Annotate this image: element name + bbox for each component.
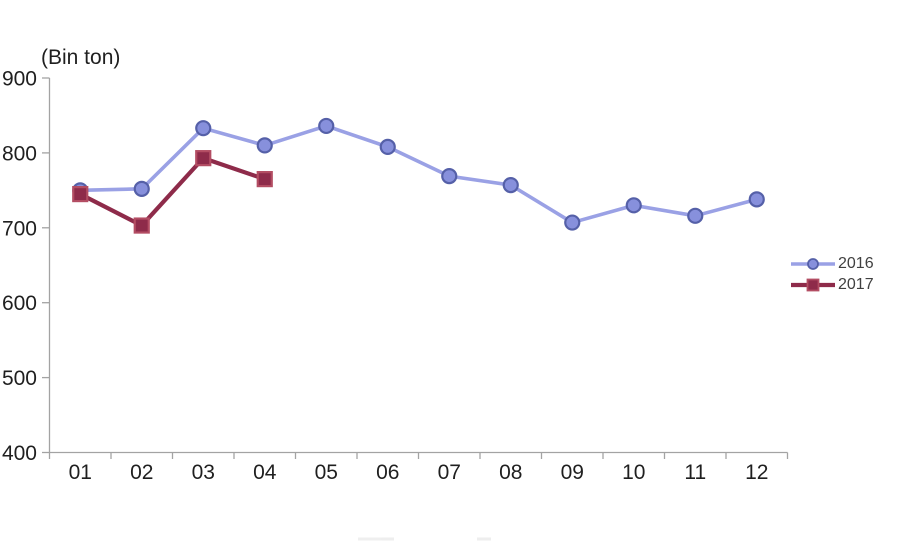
data-point-2017 [256, 171, 273, 188]
legend-label-2016: 2016 [838, 255, 874, 272]
y-tick-label: 800 [2, 142, 37, 165]
series-2016 [72, 117, 765, 231]
y-axis-unit-label: (Bin ton) [41, 46, 121, 69]
cut-off-caption-fragment [358, 537, 394, 541]
cut-off-caption-fragment [477, 537, 491, 541]
legend-entry-2017: 2017 [790, 276, 874, 294]
x-tick-label: 06 [376, 461, 399, 484]
legend-label-2017: 2017 [838, 276, 874, 293]
data-point-2016 [318, 117, 335, 135]
x-tick-label: 02 [130, 461, 153, 484]
cut-off-caption-artifact [358, 537, 491, 541]
y-tick-label: 700 [2, 217, 37, 240]
x-tick-label: 04 [253, 461, 277, 484]
y-tick-label: 500 [2, 367, 37, 390]
y-tick-label: 600 [2, 292, 37, 315]
x-tick-label: 10 [622, 461, 645, 484]
y-tick-label: 900 [2, 68, 37, 91]
data-point-2016 [195, 120, 212, 137]
legend-marker-2016 [807, 258, 819, 270]
chart-legend: 2016 2017 [790, 255, 874, 294]
x-tick-label: 07 [438, 461, 461, 484]
data-point-2016 [379, 138, 396, 156]
legend-marker-2016-circle-icon [791, 258, 835, 270]
data-point-2016 [441, 168, 458, 185]
data-point-2016 [256, 137, 273, 154]
x-tick-label: 03 [192, 461, 215, 484]
data-point-2016 [133, 180, 150, 197]
series-line-2017 [78, 156, 267, 228]
data-point-2017 [72, 185, 89, 203]
legend-entry-2016: 2016 [790, 255, 874, 273]
legend-marker-2017-square-icon [791, 278, 835, 292]
x-tick-label: 11 [684, 461, 706, 484]
legend-marker-2017 [806, 278, 820, 292]
x-tick-label: 08 [499, 461, 522, 484]
y-tick-label: 400 [2, 442, 37, 465]
series-line-2016 [78, 124, 759, 225]
data-point-2016 [748, 191, 765, 208]
series-2017 [72, 150, 273, 234]
data-point-2016 [687, 207, 704, 224]
x-tick-label: 12 [745, 461, 768, 484]
x-tick-label: 09 [561, 461, 584, 484]
data-point-2016 [502, 177, 519, 194]
x-tick-label: 05 [315, 461, 338, 484]
x-tick-label: 01 [69, 461, 92, 484]
data-point-2017 [195, 150, 212, 167]
data-point-2016 [564, 214, 581, 231]
data-point-2017 [133, 217, 150, 234]
data-point-2016 [625, 197, 642, 214]
